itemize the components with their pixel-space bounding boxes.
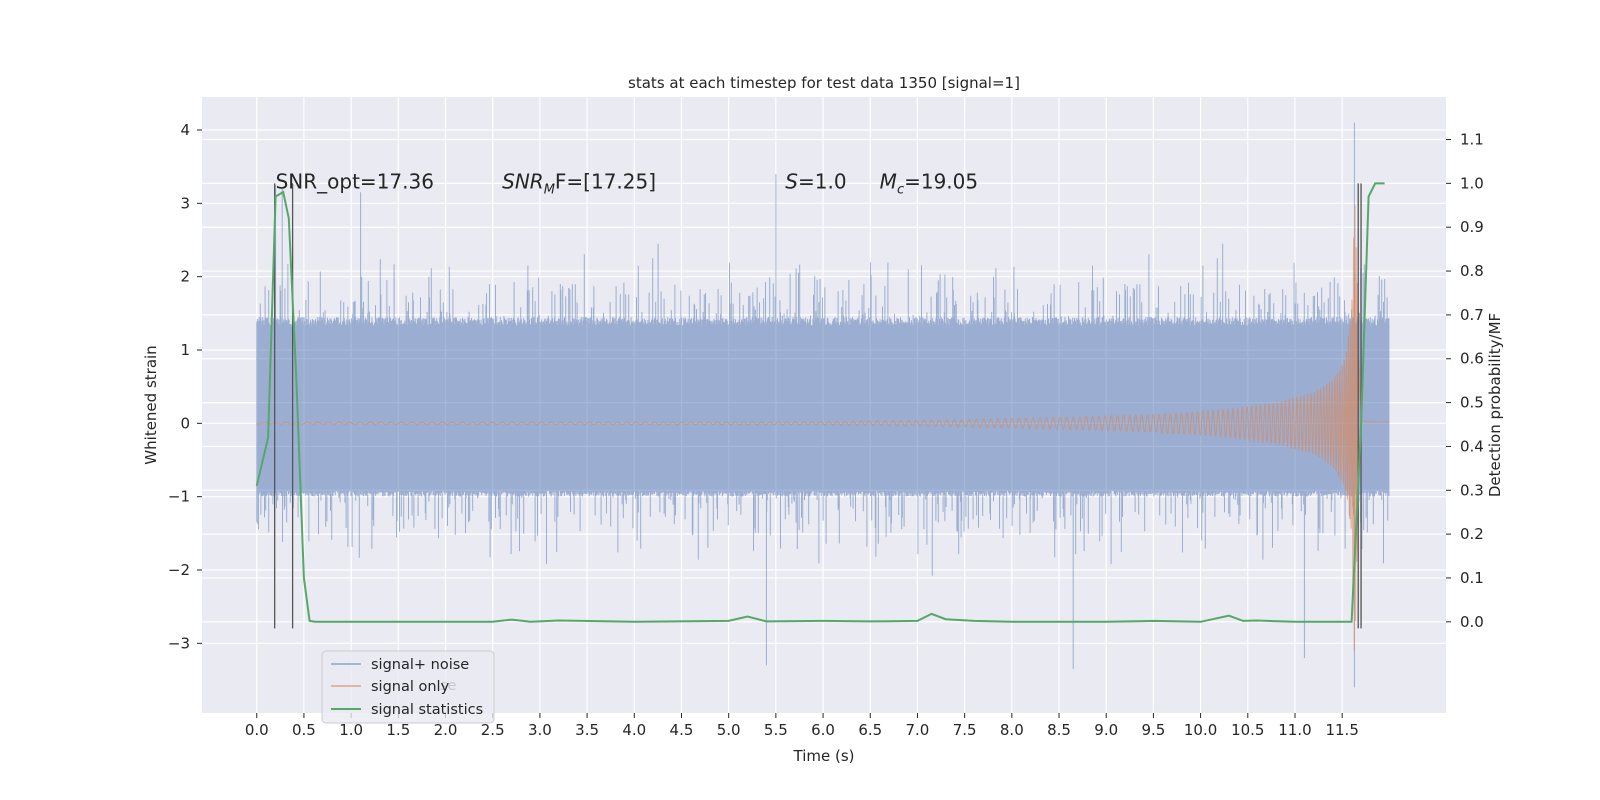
y-right-tick-label: 0.1 bbox=[1460, 569, 1484, 587]
annotation-mc: Mc=19.05 bbox=[880, 169, 978, 197]
annotation-mc-tail: =19.05 bbox=[904, 169, 978, 193]
y-tick-label: −1 bbox=[168, 488, 190, 506]
x-tick-label: 4.5 bbox=[670, 721, 694, 739]
x-tick-label: 11.0 bbox=[1278, 721, 1311, 739]
y-tick-label: 1 bbox=[180, 341, 190, 359]
y-right-tick-label: 0.7 bbox=[1460, 306, 1484, 324]
x-tick-label: 11.5 bbox=[1325, 721, 1358, 739]
annotation-snr-mf-main: SNR bbox=[502, 169, 544, 193]
legend-label-signal-only: signal only bbox=[371, 679, 450, 695]
x-tick-label: 0.5 bbox=[292, 721, 316, 739]
x-tick-label: 0.0 bbox=[245, 721, 269, 739]
legend-box bbox=[321, 650, 495, 724]
y-tick-label: −2 bbox=[168, 561, 190, 579]
x-tick-label: 3.5 bbox=[575, 721, 599, 739]
annotation-snr-opt: SNR_opt=17.36 bbox=[276, 169, 434, 193]
y-right-tick-label: 0.9 bbox=[1460, 218, 1484, 236]
x-tick-label: 10.5 bbox=[1231, 721, 1264, 739]
annotation-snr-mf-sub: M bbox=[544, 182, 555, 197]
y-tick-label: 0 bbox=[180, 414, 190, 432]
y-tick-label: 4 bbox=[180, 121, 190, 139]
chart-title: stats at each timestep for test data 135… bbox=[628, 74, 1020, 92]
x-tick-label: 9.0 bbox=[1094, 721, 1118, 739]
x-tick-label: 7.0 bbox=[906, 721, 930, 739]
y-tick-label: 3 bbox=[180, 194, 190, 212]
y-tick-label: −3 bbox=[168, 634, 190, 652]
x-tick-label: 9.5 bbox=[1141, 721, 1165, 739]
y-right-tick-label: 0.2 bbox=[1460, 525, 1484, 543]
y-right-tick-label: 0.5 bbox=[1460, 394, 1484, 412]
legend-label-signal-plus-noise: signal+ noise bbox=[371, 657, 469, 673]
legend: se signal+ noise signal only signal stat… bbox=[321, 650, 495, 724]
series-signal-plus-noise bbox=[256, 122, 1390, 688]
annotation-s-main: S bbox=[785, 169, 798, 193]
x-tick-label: 8.5 bbox=[1047, 721, 1071, 739]
legend-hidden-text: se bbox=[440, 678, 457, 694]
x-tick-label: 2.5 bbox=[481, 721, 505, 739]
annotation-mc-sub: c bbox=[897, 182, 904, 197]
series-signal-statistics bbox=[255, 182, 1385, 623]
x-axis-label: Time (s) bbox=[793, 747, 855, 765]
x-tick-label: 6.5 bbox=[858, 721, 882, 739]
annotations: SNR_opt=17.36 SNRMF=[17.25] S=1.0 Mc=19.… bbox=[276, 169, 979, 197]
x-tick-label: 10.0 bbox=[1184, 721, 1217, 739]
x-tick-label: 5.5 bbox=[764, 721, 788, 739]
x-tick-label: 3.0 bbox=[528, 721, 552, 739]
y-right-tick-label: 0.8 bbox=[1460, 262, 1484, 280]
annotation-s: S=1.0 bbox=[785, 169, 846, 193]
y-right-tick-label: 0.0 bbox=[1460, 613, 1484, 631]
y-right-axis-label: Detection probability/MF bbox=[1486, 313, 1504, 497]
y-axis-ticks: −3 −2 −1 0 1 2 3 4 bbox=[168, 121, 202, 652]
plot-area bbox=[255, 122, 1390, 688]
y-axis-label: Whitened strain bbox=[142, 345, 160, 464]
y-right-tick-label: 1.1 bbox=[1460, 131, 1484, 149]
annotation-snr-mf: SNRMF=[17.25] bbox=[502, 169, 656, 197]
x-tick-label: 1.5 bbox=[386, 721, 410, 739]
y-tick-label: 2 bbox=[180, 268, 190, 286]
x-tick-label: 6.0 bbox=[811, 721, 835, 739]
annotation-s-tail: =1.0 bbox=[798, 169, 847, 193]
y-right-tick-label: 0.4 bbox=[1460, 437, 1484, 455]
x-tick-label: 7.5 bbox=[953, 721, 977, 739]
annotation-snr-mf-tail: F=[17.25] bbox=[555, 169, 656, 193]
x-tick-label: 8.0 bbox=[1000, 721, 1024, 739]
x-axis-ticks: 0.0 0.5 1.0 1.5 2.0 2.5 3.0 3.5 4.0 4.5 5.0 5.5 6.0 6… bbox=[245, 713, 1359, 739]
x-tick-label: 2.0 bbox=[434, 721, 458, 739]
legend-label-signal-statistics: signal statistics bbox=[371, 702, 483, 718]
y-right-axis-ticks: 0.0 0.1 0.2 0.3 0.4 0.5 0.6 0.7 0.8 0.9 1.0 1.1 bbox=[1446, 131, 1484, 631]
x-tick-label: 4.0 bbox=[622, 721, 646, 739]
annotation-mc-main: M bbox=[880, 169, 897, 193]
y-right-tick-label: 1.0 bbox=[1460, 174, 1484, 192]
y-right-tick-label: 0.3 bbox=[1460, 481, 1484, 499]
y-right-tick-label: 0.6 bbox=[1460, 350, 1484, 368]
x-tick-label: 1.0 bbox=[339, 721, 363, 739]
series-signal-only bbox=[256, 205, 1390, 652]
x-tick-label: 5.0 bbox=[717, 721, 741, 739]
